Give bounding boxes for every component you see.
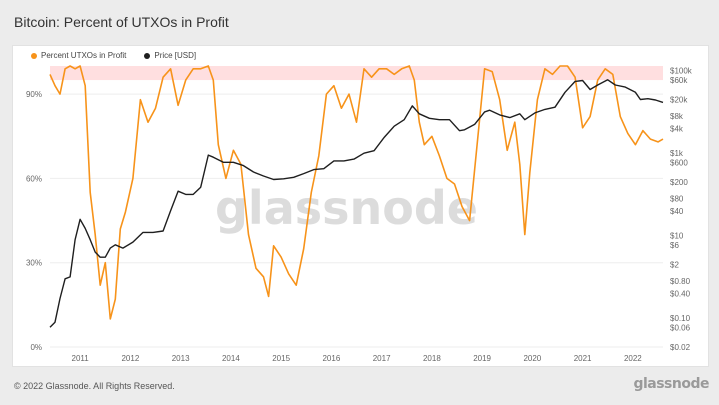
y-right-tick-label: $1k	[670, 149, 684, 158]
legend-label-price: Price [USD]	[154, 51, 197, 60]
series-line-price	[49, 79, 664, 328]
copyright-footer: © 2022 Glassnode. All Rights Reserved.	[14, 381, 175, 391]
y-right-tick-label: $4k	[670, 124, 684, 133]
y-right-tick-label: $0.40	[670, 289, 691, 298]
glassnode-logo[interactable]: glassnode	[633, 376, 709, 392]
y-right-tick-label: $0.80	[670, 277, 691, 286]
y-left-tick-label: 30%	[26, 259, 42, 268]
y-right-tick-label: $80	[670, 194, 684, 203]
y-right-tick-label: $10	[670, 232, 684, 241]
y-right-tick-label: $2	[670, 261, 679, 270]
legend-dot-price	[144, 52, 151, 59]
y-right-tick-label: $600	[670, 158, 688, 167]
chart-legend: Percent UTXOs in Profit Price [USD]	[31, 51, 196, 60]
legend-dot-utxo	[31, 52, 37, 59]
y-left-tick-label: 90%	[26, 90, 42, 99]
page-title: Bitcoin: Percent of UTXOs in Profit	[14, 14, 229, 30]
x-tick-label: 2013	[172, 354, 190, 363]
series-line-utxo	[49, 65, 664, 320]
y-right-tick-label: $0.02	[670, 343, 691, 352]
x-tick-label: 2020	[523, 354, 541, 363]
y-right-tick-label: $20k	[670, 96, 688, 105]
x-tick-label: 2017	[373, 354, 391, 363]
x-tick-label: 2011	[72, 354, 90, 363]
y-right-tick-label: $100k	[670, 67, 693, 76]
y-right-tick-label: $200	[670, 178, 688, 187]
x-tick-label: 2012	[121, 354, 139, 363]
y-right-tick-label: $8k	[670, 112, 684, 121]
x-tick-label: 2014	[222, 354, 240, 363]
y-right-tick-label: $0.06	[670, 323, 691, 332]
profit-band	[50, 66, 663, 81]
legend-item-price[interactable]: Price [USD]	[144, 51, 196, 60]
y-right-tick-label: $60k	[670, 76, 688, 85]
y-right-tick-label: $0.10	[670, 314, 691, 323]
x-tick-label: 2016	[322, 354, 340, 363]
x-tick-label: 2018	[423, 354, 441, 363]
y-left-tick-label: 60%	[26, 174, 42, 183]
x-tick-label: 2015	[272, 354, 290, 363]
y-right-tick-label: $6	[670, 241, 679, 250]
chart-panel: Percent UTXOs in Profit Price [USD] 0% 30…	[12, 45, 709, 367]
y-right-tick-label: $40	[670, 207, 684, 216]
y-left-tick-label: 0%	[30, 343, 42, 352]
x-tick-label: 2021	[574, 354, 592, 363]
watermark-text: glassnode	[215, 181, 478, 235]
chart-svg: 0% 30% 60% 90% $100k$60k $20k $8k $4k $1k$600 $20…	[26, 65, 693, 363]
legend-label-utxo: Percent UTXOs in Profit	[41, 51, 127, 60]
legend-item-utxo[interactable]: Percent UTXOs in Profit	[31, 51, 126, 60]
x-tick-label: 2022	[624, 354, 642, 363]
x-tick-label: 2019	[473, 354, 491, 363]
